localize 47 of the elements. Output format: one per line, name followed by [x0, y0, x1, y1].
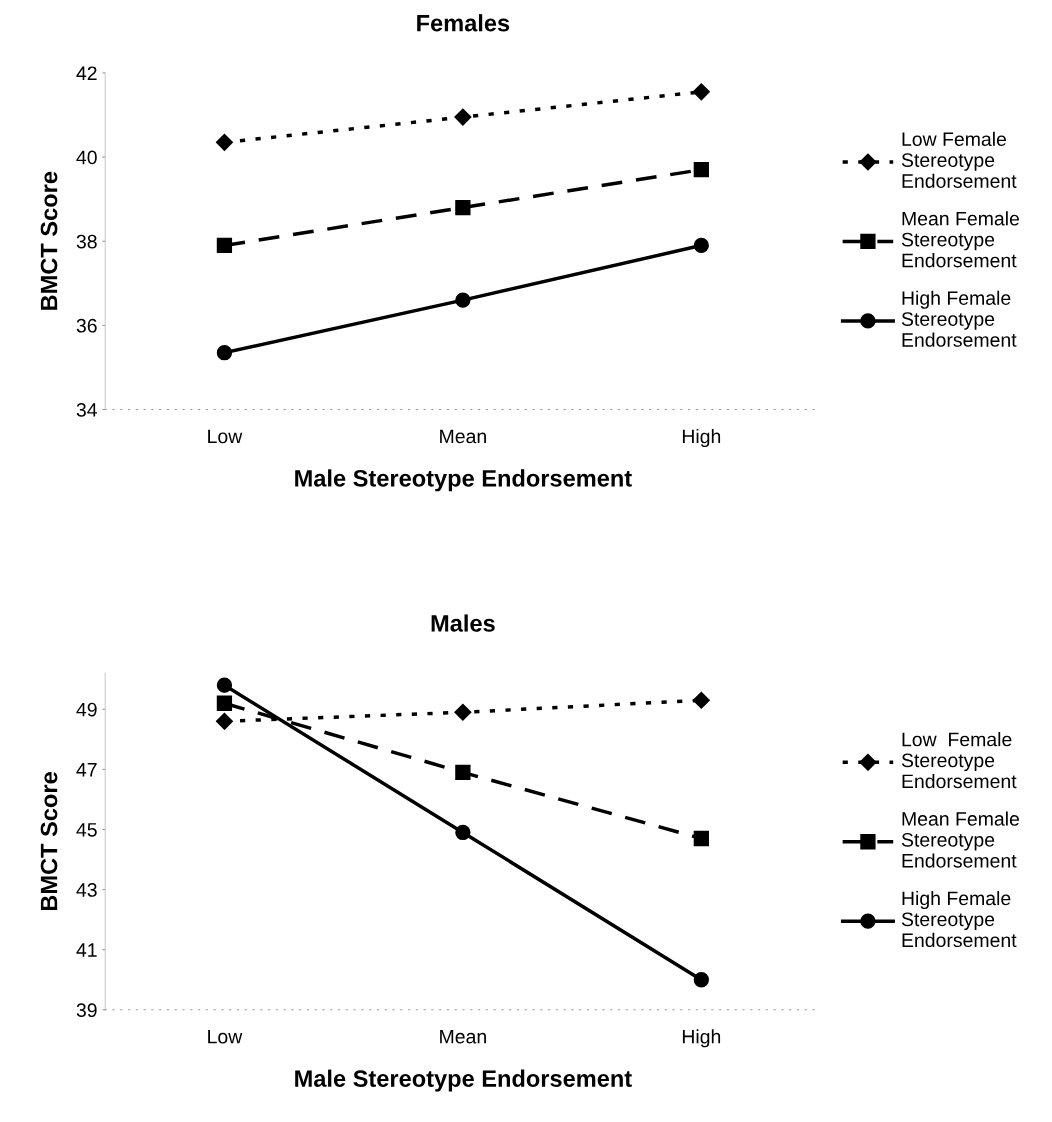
point — [216, 345, 233, 361]
x-tick-label: High — [682, 428, 721, 448]
y-axis-title: BMCT Score — [40, 171, 58, 310]
x-tick-label: Mean — [440, 1029, 486, 1044]
point — [692, 691, 710, 709]
y-tick-label: 38 — [76, 234, 97, 249]
legend-label: Mean Female Stereotype Endorsement — [901, 811, 1019, 868]
chart-title: Males — [431, 614, 495, 632]
legend-label: Mean Female Stereotype Endorsement — [901, 211, 1019, 268]
x-tick-label: Low — [208, 429, 243, 444]
y-tick-label: 41 — [76, 943, 97, 957]
legend-label: Low Female Stereotype Endorsement — [901, 131, 1017, 188]
y-tick-label: 47 — [76, 763, 97, 777]
point — [454, 703, 472, 721]
point — [215, 712, 233, 730]
y-tick-label: 39 — [76, 1003, 97, 1018]
legend-label: High Female Stereotype Endorsement — [901, 890, 1017, 948]
y-tick-label: 49 — [76, 702, 97, 717]
x-axis-title: Male Stereotype Endorsement — [295, 469, 632, 492]
point — [454, 108, 472, 126]
point — [455, 764, 471, 781]
x-axis-title: Male Stereotype Endorsement — [295, 1069, 632, 1092]
point — [693, 830, 709, 847]
point — [216, 237, 233, 254]
point — [455, 824, 471, 841]
x-tick-label: High — [682, 1029, 721, 1048]
point — [215, 133, 233, 151]
point — [693, 162, 709, 178]
point — [455, 292, 471, 308]
y-tick-label: 40 — [76, 150, 97, 165]
y-tick-label: 43 — [76, 883, 97, 897]
x-tick-label: Low — [208, 1029, 243, 1044]
point — [216, 695, 233, 711]
point — [455, 199, 471, 216]
y-tick-label: 34 — [76, 403, 97, 417]
y-tick-label: 36 — [76, 318, 97, 333]
legend-label: High Female Stereotype Endorsement — [901, 290, 1017, 347]
point — [216, 677, 233, 693]
y-tick-label: 45 — [76, 823, 97, 837]
point — [693, 237, 709, 254]
point — [692, 83, 710, 101]
chart-title: Females — [417, 14, 510, 32]
point — [693, 972, 709, 988]
y-axis-title: BMCT Score — [40, 772, 58, 911]
x-tick-label: Mean — [440, 429, 486, 444]
legend-label: Low Female Stereotype Endorsement — [901, 732, 1017, 789]
y-tick-label: 42 — [76, 66, 97, 80]
